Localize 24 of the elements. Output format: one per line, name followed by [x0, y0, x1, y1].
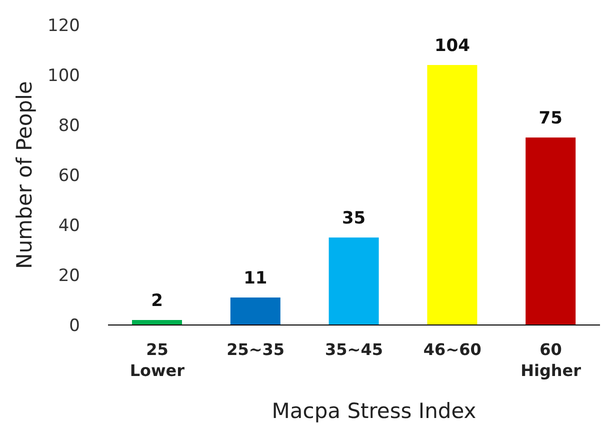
y-tick-label: 100 — [48, 66, 80, 86]
data-label: 11 — [244, 268, 268, 288]
bar — [132, 320, 182, 325]
bar — [328, 238, 379, 325]
bar — [526, 138, 576, 325]
x-tick-label: 60 Higher — [520, 340, 582, 380]
y-tick-label: 80 — [58, 116, 80, 136]
x-tick-label: 25~35 — [226, 340, 285, 359]
x-tick-label: 46~60 — [423, 340, 482, 359]
y-tick-label: 20 — [58, 266, 80, 286]
y-axis-title: Number of People — [12, 81, 36, 269]
y-tick-label: 40 — [58, 216, 80, 236]
bar — [230, 298, 280, 325]
data-label: 104 — [434, 36, 470, 56]
x-tick-label: 35~45 — [325, 340, 383, 359]
x-tick-label: 25 Lower — [130, 340, 185, 380]
data-label: 2 — [151, 291, 163, 311]
y-tick-label: 0 — [69, 316, 80, 336]
data-label: 35 — [342, 208, 366, 228]
y-tick-label: 60 — [58, 166, 80, 186]
x-axis-title: Macpa Stress Index — [272, 399, 476, 423]
bar — [427, 65, 478, 325]
data-label: 75 — [538, 108, 562, 128]
y-tick-label: 120 — [48, 16, 80, 36]
